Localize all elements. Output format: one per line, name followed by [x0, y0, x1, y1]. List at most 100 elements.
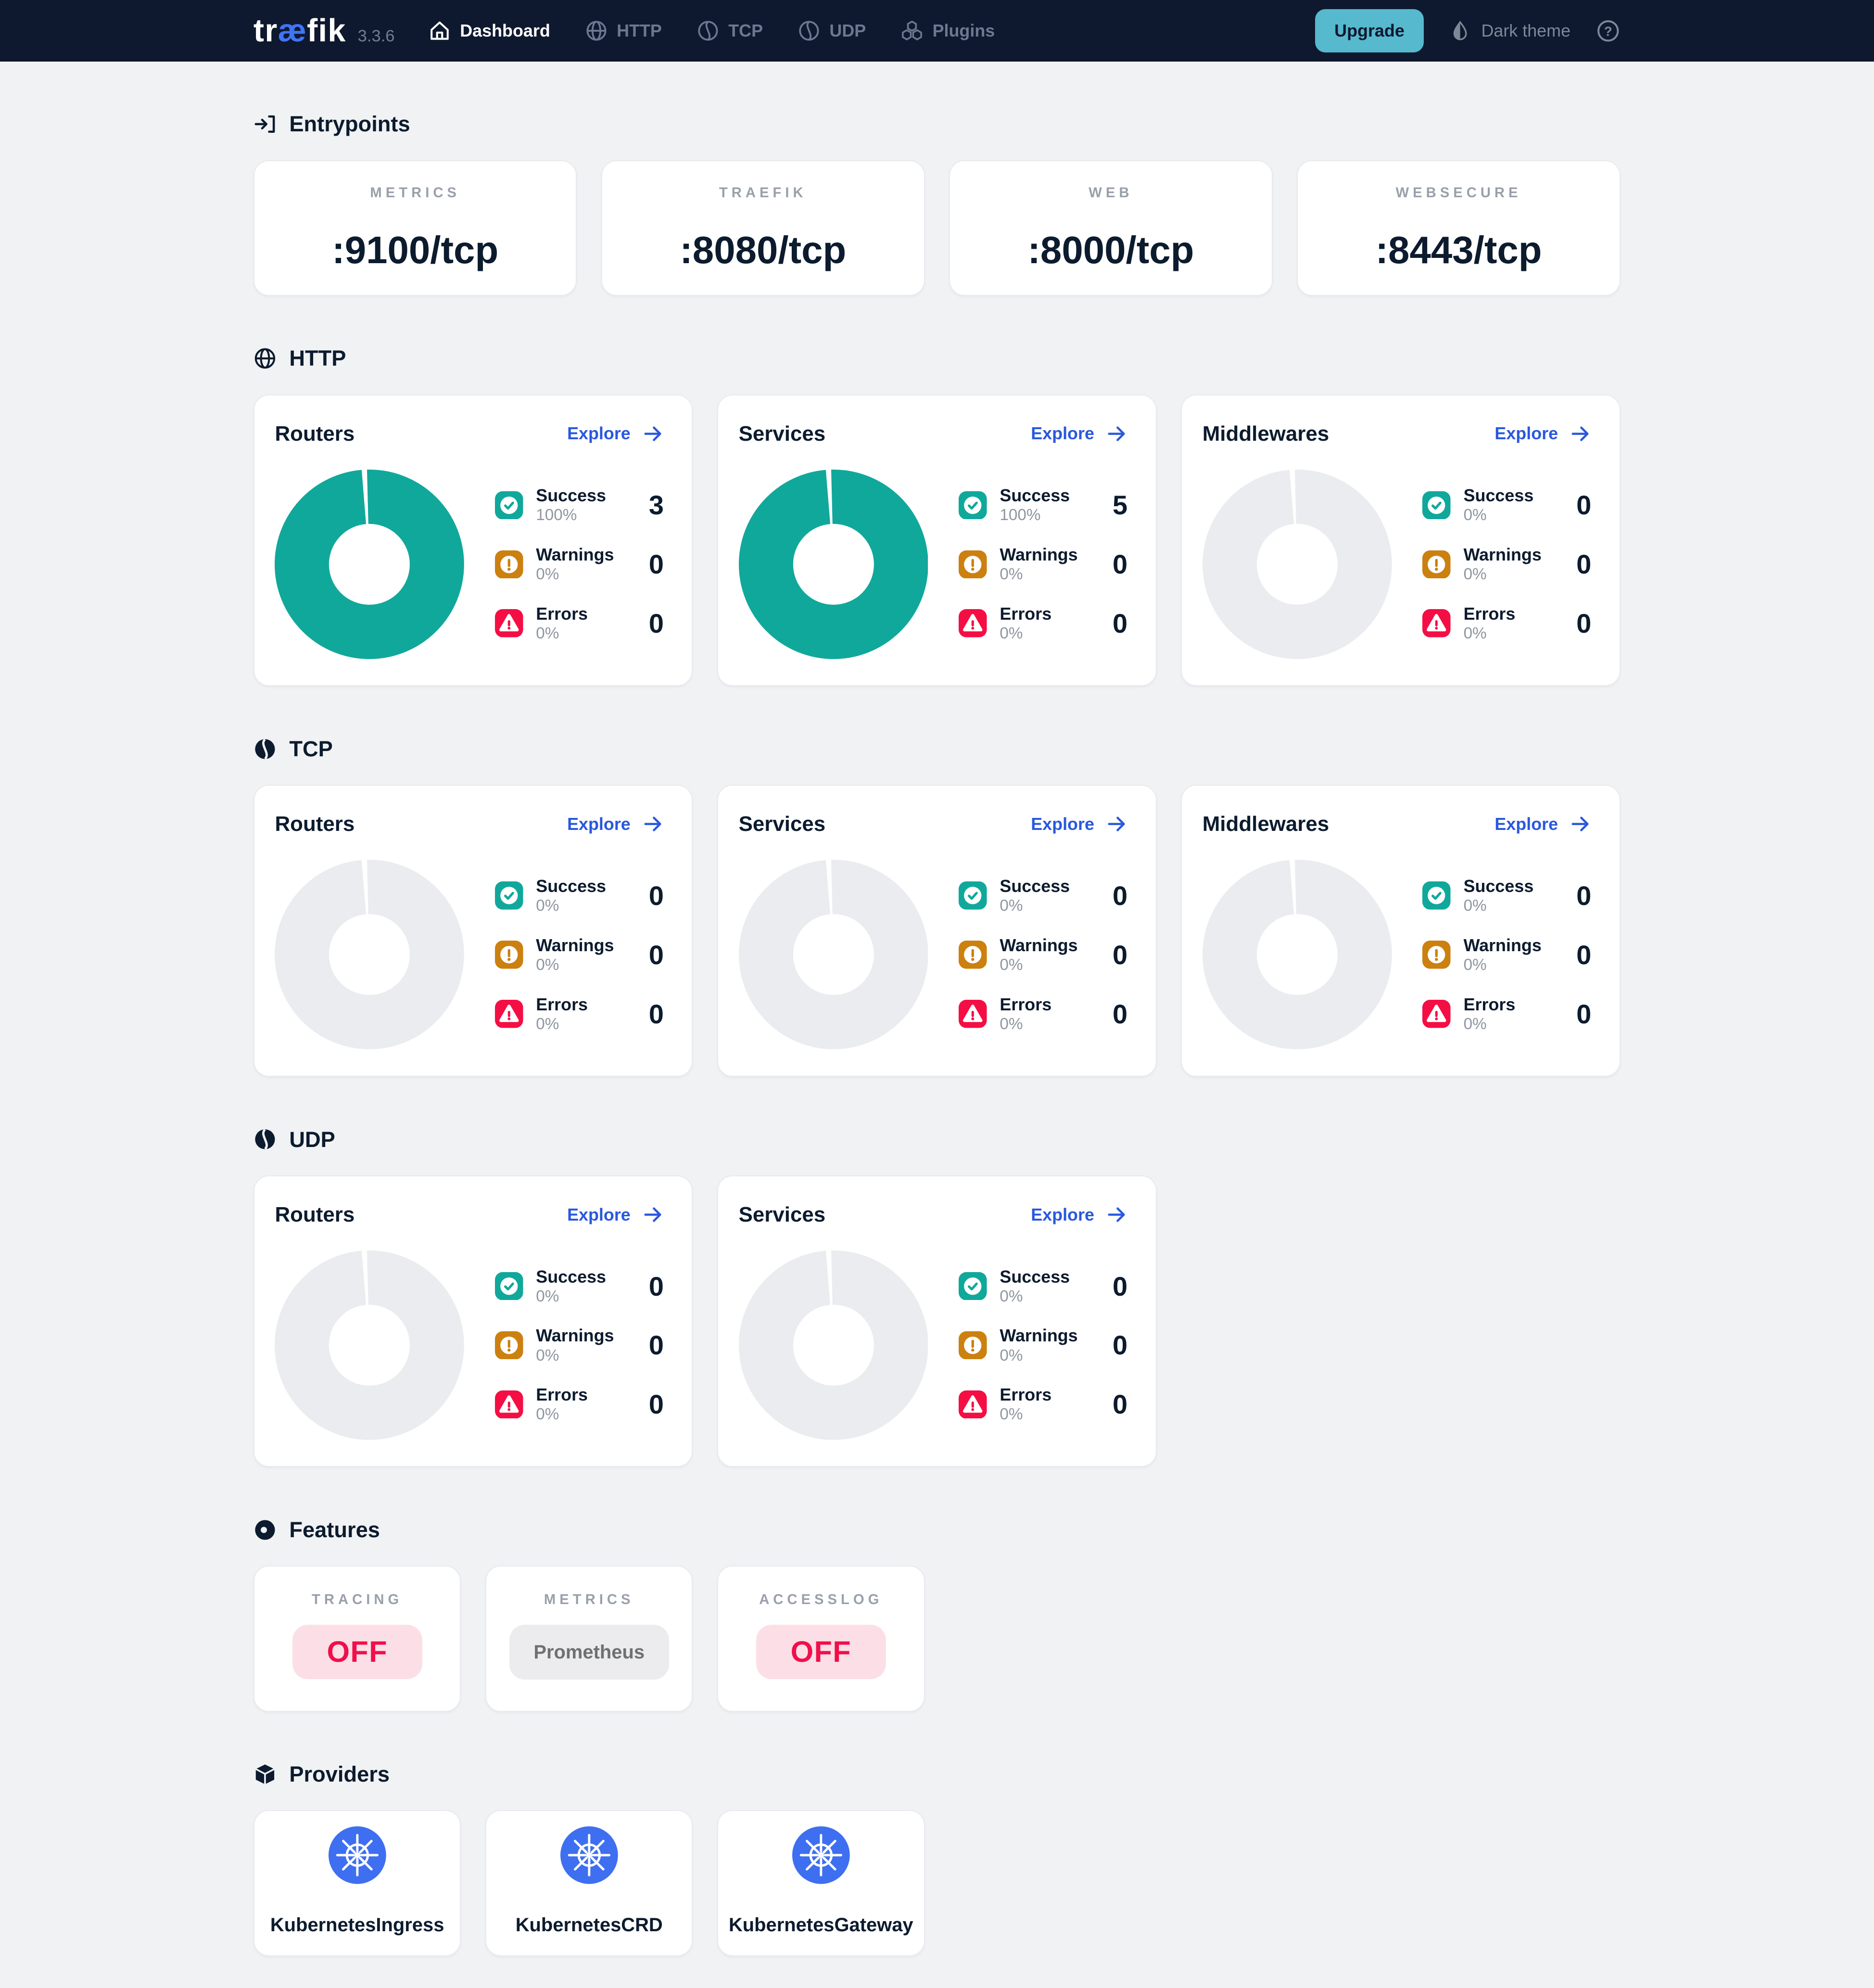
warning-icon: [1422, 941, 1451, 969]
stat-row-errors: Errors 0% 0: [495, 994, 664, 1034]
entrypoint-card: WEBSECURE :8443/tcp: [1297, 160, 1621, 296]
droplet-icon: [1453, 21, 1467, 40]
nav-item-dashboard[interactable]: Dashboard: [428, 19, 550, 42]
stats-list: Success 100% 3 Warnings 0% 0 Errors 0% 0: [495, 485, 664, 643]
stat-percent: 100%: [1000, 506, 1041, 524]
arrow-right-icon: [644, 426, 661, 441]
entrypoints-icon: [254, 115, 275, 133]
feature-card: TRACING OFF: [253, 1566, 461, 1712]
explore-link[interactable]: Explore: [567, 813, 664, 835]
explore-link[interactable]: Explore: [567, 423, 664, 445]
provider-name: KubernetesIngress: [270, 1914, 444, 1936]
globe-icon: [586, 21, 607, 41]
stat-row-success: Success 100% 3: [495, 485, 664, 525]
nav-item-tcp[interactable]: TCP: [696, 19, 763, 42]
entrypoint-label: WEBSECURE: [1395, 185, 1522, 201]
stat-label: Warnings: [1463, 545, 1542, 565]
monitor-card: Routers Explore Success 0% 0 Warnings 0% 0 Err…: [253, 1175, 693, 1467]
stat-label: Errors: [1000, 604, 1052, 624]
stat-count: 0: [648, 1271, 664, 1301]
stat-count: 0: [1576, 880, 1592, 911]
stat-percent: 0%: [1463, 956, 1487, 974]
stat-row-success: Success 0% 0: [495, 1266, 664, 1306]
svg-text:?: ?: [1604, 24, 1612, 38]
entrypoint-label: METRICS: [370, 185, 460, 201]
feature-status-pill: OFF: [756, 1625, 886, 1679]
stat-row-warnings: Warnings 0% 0: [959, 544, 1127, 584]
explore-link[interactable]: Explore: [1031, 813, 1127, 835]
explore-label: Explore: [1031, 1204, 1094, 1224]
monitor-card: Services Explore Success 100% 5 Warnings 0% 0…: [717, 394, 1157, 687]
success-icon: [495, 881, 523, 910]
card-title: Routers: [275, 1202, 355, 1226]
entrypoint-port: :8443/tcp: [1375, 229, 1542, 272]
nav-item-label: Plugins: [932, 20, 995, 40]
stat-percent: 0%: [536, 897, 559, 915]
stat-percent: 0%: [536, 1405, 559, 1424]
explore-link[interactable]: Explore: [1494, 423, 1591, 445]
section-tcp: TCP Routers Explore Success 0% 0 Warnings 0%…: [253, 738, 1621, 1077]
error-icon: [1422, 609, 1451, 637]
explore-link[interactable]: Explore: [567, 1204, 664, 1225]
stats-list: Success 100% 5 Warnings 0% 0 Errors 0% 0: [959, 485, 1127, 643]
stat-count: 0: [1576, 608, 1592, 639]
dark-theme-toggle[interactable]: Dark theme: [1449, 20, 1570, 41]
stat-row-errors: Errors 0% 0: [959, 1384, 1127, 1424]
section-udp: UDP Routers Explore Success 0% 0 Warnings 0%…: [253, 1128, 1621, 1467]
explore-link[interactable]: Explore: [1031, 1204, 1127, 1225]
dashboard-main: Entrypoints METRICS :9100/tcp TRAEFIK :8…: [253, 113, 1621, 1988]
stat-row-warnings: Warnings 0% 0: [959, 935, 1127, 975]
section-providers: Providers KubernetesIngress: [253, 1763, 1621, 1956]
monitor-card: Routers Explore Success 100% 3 Warnings 0% 0 E…: [253, 394, 693, 687]
donut-chart: [275, 860, 465, 1050]
stat-row-errors: Errors 0% 0: [959, 994, 1127, 1034]
nav-item-http[interactable]: HTTP: [585, 19, 662, 42]
nav-item-label: HTTP: [617, 20, 662, 40]
arrow-right-icon: [1108, 426, 1125, 441]
stat-count: 0: [1113, 1330, 1128, 1361]
error-icon: [495, 609, 523, 637]
stat-percent: 0%: [1463, 565, 1487, 584]
stat-row-success: Success 0% 0: [495, 876, 664, 916]
traefik-logo[interactable]: træfik 3.3.6: [253, 15, 395, 47]
stats-list: Success 0% 0 Warnings 0% 0 Errors 0% 0: [1422, 876, 1591, 1034]
explore-link[interactable]: Explore: [1494, 813, 1591, 835]
nav-item-plugins[interactable]: Plugins: [900, 19, 995, 42]
explore-link[interactable]: Explore: [1031, 423, 1127, 445]
feature-label: METRICS: [544, 1592, 634, 1608]
explore-label: Explore: [1031, 814, 1094, 834]
kubernetes-icon: [792, 1826, 850, 1885]
stat-percent: 0%: [1000, 1405, 1023, 1424]
stat-label: Success: [536, 1266, 606, 1287]
error-icon: [495, 1390, 523, 1419]
tcp-icon: [255, 738, 275, 760]
monitor-card: Middlewares Explore Success 0% 0 Warnings 0%…: [1181, 394, 1621, 687]
stat-percent: 0%: [1463, 506, 1487, 524]
nav-item-udp[interactable]: UDP: [798, 19, 866, 42]
warning-icon: [495, 1331, 523, 1360]
nav-menu: Dashboard HTTP TCP UDP Plugins: [428, 19, 995, 42]
feature-label: ACCESSLOG: [759, 1592, 883, 1608]
stat-row-warnings: Warnings 0% 0: [495, 544, 664, 584]
features-icon: [255, 1520, 275, 1540]
error-icon: [959, 609, 987, 637]
kubernetes-icon: [560, 1826, 618, 1885]
stat-count: 0: [1113, 1271, 1128, 1301]
card-title: Services: [738, 421, 826, 446]
stat-label: Errors: [1000, 994, 1052, 1014]
home-icon: [430, 21, 449, 40]
provider-card: KubernetesGateway: [717, 1810, 925, 1956]
help-button[interactable]: ?: [1596, 19, 1621, 43]
success-icon: [1422, 491, 1451, 520]
stat-count: 0: [1576, 549, 1592, 580]
stat-label: Errors: [1463, 604, 1516, 624]
nav-item-label: TCP: [728, 20, 763, 40]
feature-status-pill: Prometheus: [509, 1625, 669, 1680]
card-title: Routers: [275, 421, 355, 446]
warning-icon: [959, 550, 987, 579]
explore-label: Explore: [567, 1204, 631, 1224]
upgrade-button[interactable]: Upgrade: [1315, 9, 1424, 52]
stat-count: 0: [1113, 939, 1128, 970]
stat-row-errors: Errors 0% 0: [1422, 603, 1591, 643]
stat-row-success: Success 0% 0: [959, 876, 1127, 916]
